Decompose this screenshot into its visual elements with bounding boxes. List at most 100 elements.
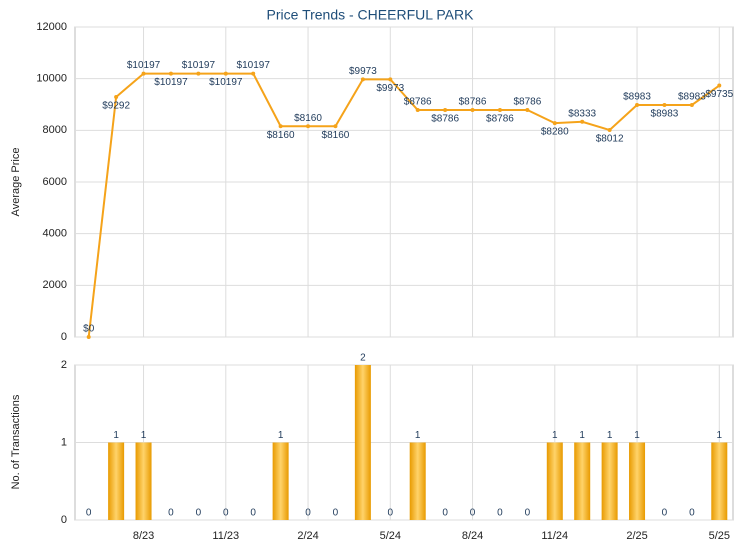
value-label: 1 bbox=[579, 430, 585, 441]
point bbox=[223, 71, 228, 76]
y-axis-label: No. of Transactions bbox=[10, 394, 22, 489]
bar bbox=[135, 442, 152, 520]
point bbox=[306, 124, 311, 129]
value-label: $8786 bbox=[486, 114, 514, 125]
value-label: 1 bbox=[607, 430, 613, 441]
value-label: $8786 bbox=[459, 97, 487, 108]
value-label: $9973 bbox=[376, 83, 404, 94]
point bbox=[168, 71, 173, 76]
value-label: $8160 bbox=[294, 113, 322, 124]
value-label: $8983 bbox=[678, 92, 706, 103]
point bbox=[196, 71, 201, 76]
bar bbox=[629, 442, 646, 520]
value-label: 0 bbox=[662, 508, 668, 519]
point bbox=[86, 335, 91, 339]
point bbox=[580, 119, 585, 124]
y-tick-label: 1 bbox=[61, 436, 67, 448]
x-tick-label: 8/24 bbox=[462, 530, 483, 542]
point bbox=[141, 71, 146, 76]
value-label: $8983 bbox=[623, 92, 651, 103]
chart-title: Price Trends - CHEERFUL PARK bbox=[267, 7, 475, 23]
value-label: 0 bbox=[86, 508, 92, 519]
value-label: $8333 bbox=[568, 108, 596, 119]
y-tick-label: 8000 bbox=[43, 124, 67, 136]
point bbox=[443, 108, 448, 113]
value-label: 1 bbox=[113, 430, 119, 441]
value-label: $10197 bbox=[154, 77, 188, 88]
value-label: $8786 bbox=[404, 97, 432, 108]
x-tick-label: 2/25 bbox=[626, 530, 647, 542]
value-label: $0 bbox=[83, 324, 95, 335]
value-label: 0 bbox=[305, 508, 311, 519]
point bbox=[607, 128, 612, 133]
value-label: $8983 bbox=[651, 109, 679, 120]
value-label: 1 bbox=[634, 430, 640, 441]
point bbox=[415, 108, 420, 113]
bar bbox=[574, 442, 591, 520]
value-label: $8786 bbox=[431, 114, 459, 125]
bar bbox=[711, 442, 728, 520]
value-label: 0 bbox=[168, 508, 174, 519]
x-tick-label: 11/23 bbox=[212, 530, 239, 542]
value-label: 1 bbox=[552, 430, 558, 441]
point bbox=[251, 71, 256, 76]
x-tick-label: 8/23 bbox=[133, 530, 154, 542]
value-label: 2 bbox=[360, 353, 366, 364]
point bbox=[333, 124, 338, 129]
y-tick-label: 2 bbox=[61, 359, 67, 371]
y-tick-label: 10000 bbox=[36, 73, 67, 85]
value-label: 1 bbox=[717, 430, 723, 441]
value-label: $10197 bbox=[182, 60, 216, 71]
value-label: 0 bbox=[196, 508, 202, 519]
price-line bbox=[87, 72, 720, 338]
y-tick-label: 0 bbox=[61, 514, 67, 526]
value-label: $10197 bbox=[237, 60, 271, 71]
y-tick-label: 12000 bbox=[36, 21, 67, 33]
x-tick-label: 11/24 bbox=[541, 530, 568, 542]
point bbox=[278, 124, 283, 129]
point bbox=[635, 102, 640, 107]
value-label: 1 bbox=[278, 430, 284, 441]
point bbox=[388, 77, 393, 82]
value-label: 1 bbox=[415, 430, 421, 441]
value-label: 0 bbox=[388, 508, 394, 519]
bar bbox=[108, 442, 125, 520]
value-label: $8160 bbox=[322, 130, 350, 141]
value-label: $9735 bbox=[705, 89, 733, 100]
value-label: 1 bbox=[141, 430, 147, 441]
value-label: 0 bbox=[442, 508, 448, 519]
bar bbox=[354, 365, 371, 520]
value-label: 0 bbox=[470, 508, 476, 519]
x-tick-label: 5/25 bbox=[709, 530, 730, 542]
x-tick-label: 2/24 bbox=[297, 530, 318, 542]
point bbox=[717, 83, 722, 88]
value-label: $8160 bbox=[267, 130, 295, 141]
point bbox=[497, 108, 502, 113]
value-label: 0 bbox=[250, 508, 256, 519]
point bbox=[114, 94, 119, 99]
point bbox=[470, 108, 475, 113]
y-axis-label: Average Price bbox=[10, 148, 22, 217]
value-label: 0 bbox=[497, 508, 503, 519]
bar bbox=[601, 442, 618, 520]
y-tick-label: 6000 bbox=[43, 176, 67, 188]
point bbox=[662, 102, 667, 107]
value-label: $9973 bbox=[349, 66, 377, 77]
point bbox=[360, 77, 365, 82]
point bbox=[552, 121, 557, 126]
y-tick-label: 0 bbox=[61, 331, 67, 343]
value-label: $8280 bbox=[541, 127, 569, 138]
point bbox=[525, 108, 530, 113]
point bbox=[689, 102, 694, 107]
value-label: $10197 bbox=[209, 77, 243, 88]
value-label: 0 bbox=[525, 508, 531, 519]
value-label: 0 bbox=[223, 508, 229, 519]
y-tick-label: 2000 bbox=[43, 279, 67, 291]
value-label: $8012 bbox=[596, 134, 624, 145]
value-label: $10197 bbox=[127, 60, 161, 71]
value-label: $8786 bbox=[513, 97, 541, 108]
x-tick-label: 5/24 bbox=[380, 530, 401, 542]
value-label: 0 bbox=[333, 508, 339, 519]
y-tick-label: 4000 bbox=[43, 228, 67, 240]
